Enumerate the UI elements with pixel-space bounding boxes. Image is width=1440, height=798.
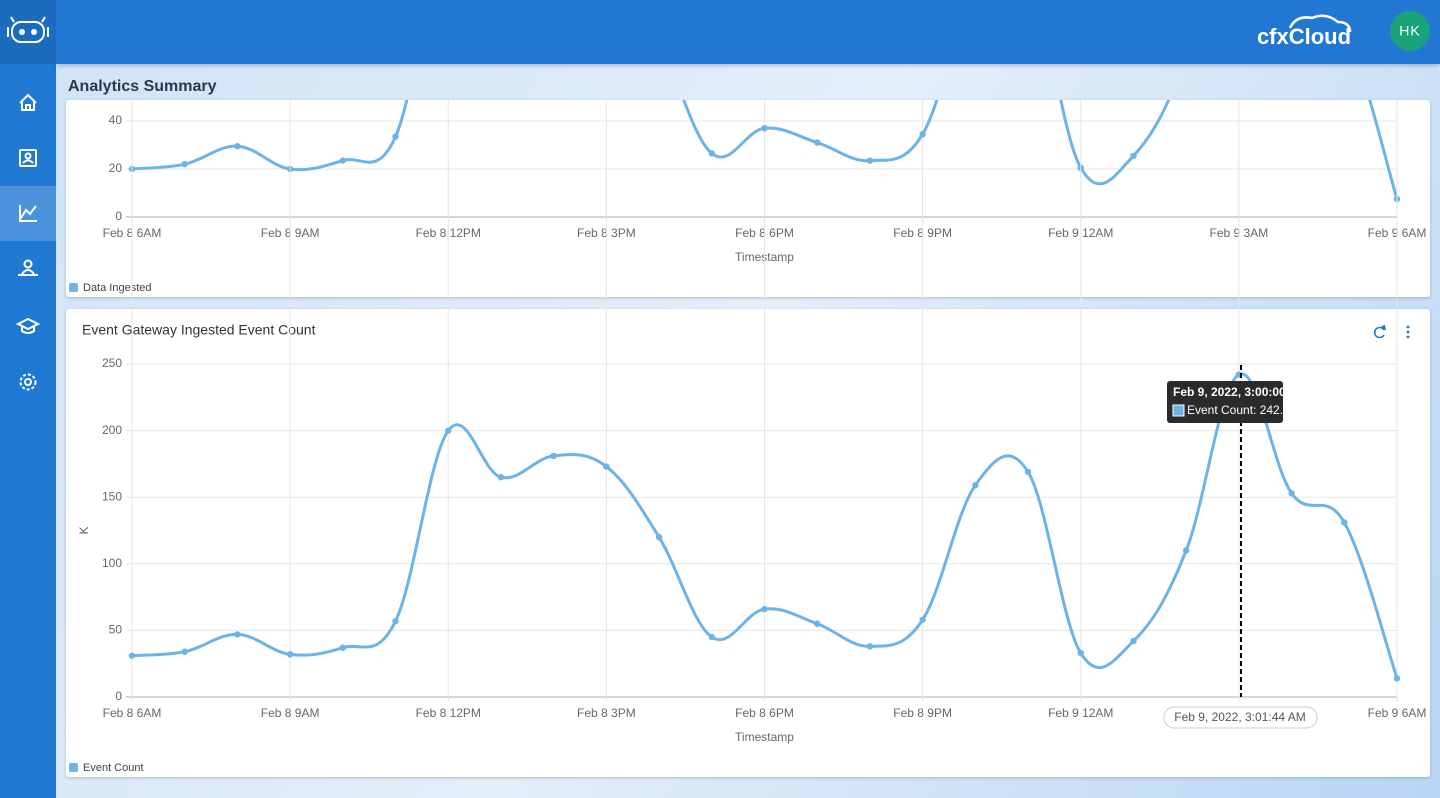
logo[interactable] — [7, 16, 49, 43]
chart-panel — [66, 100, 1430, 297]
point — [286, 651, 294, 658]
line — [131, 372, 1399, 679]
top-bar — [56, 0, 1440, 64]
point — [655, 533, 663, 541]
point — [761, 605, 768, 613]
point — [603, 463, 610, 470]
cursor-label-box — [1163, 706, 1318, 729]
point — [128, 652, 136, 659]
point — [1183, 53, 1189, 59]
active-nav — [0, 186, 56, 241]
point — [392, 617, 399, 625]
x-axis-label: Timestamp — [735, 730, 794, 744]
page-title: Analytics Summary — [68, 78, 217, 95]
point — [814, 139, 821, 146]
avatar-initials: HK — [1399, 23, 1420, 39]
point — [445, 427, 452, 434]
menu-button[interactable] — [1406, 325, 1410, 339]
point — [708, 633, 715, 641]
y-tick-label: 250 — [102, 356, 122, 370]
y-tick-label: 40 — [109, 113, 123, 127]
legend-label: Event Count — [83, 762, 144, 774]
nav-learn[interactable] — [15, 317, 41, 334]
point — [181, 161, 188, 168]
point — [1024, 468, 1032, 476]
legend-swatch — [69, 763, 78, 772]
refresh-button[interactable] — [1373, 324, 1387, 339]
y-tick-label: 0 — [115, 689, 122, 703]
plot — [126, 39, 1401, 222]
nav-settings[interactable] — [19, 373, 37, 391]
x-tick-label: Feb 8 9PM — [893, 706, 952, 720]
point — [1341, 519, 1348, 526]
point — [1130, 152, 1137, 159]
point — [181, 648, 188, 655]
y-tick-label: 20 — [109, 161, 123, 175]
point — [919, 616, 926, 623]
point — [708, 150, 715, 157]
plot — [126, 164, 1401, 702]
logo-area — [0, 0, 56, 64]
point — [919, 131, 926, 138]
x-tick-label: Feb 8 12PM — [416, 706, 481, 720]
point — [1077, 649, 1084, 657]
point — [1393, 675, 1401, 682]
point — [761, 125, 768, 132]
nav-profile[interactable] — [19, 149, 37, 167]
y-tick-label: 100 — [102, 556, 122, 570]
x-tick-label: Feb 9 6AM — [1368, 706, 1427, 720]
point — [339, 157, 347, 164]
point — [814, 620, 821, 627]
legend-swatch — [69, 283, 78, 292]
tooltip-swatch — [1172, 404, 1185, 417]
nav-home[interactable] — [19, 93, 37, 111]
chart-title: Event Gateway Ingested Event Count — [82, 322, 316, 338]
point — [497, 474, 505, 481]
y-tick-label: 0 — [115, 209, 122, 223]
brand: cfxCloud — [1257, 24, 1351, 49]
point — [656, 39, 662, 45]
legend-label: Data Ingested — [83, 282, 152, 294]
cursor-label: Feb 9, 2022, 3:01:44 AM — [1174, 710, 1305, 724]
x-tick-label: Feb 8 9AM — [261, 706, 320, 720]
point — [550, 452, 557, 460]
x-tick-label: Feb 8 6PM — [735, 706, 794, 720]
point — [866, 157, 874, 164]
x-tick-label: Feb 9 12AM — [1048, 706, 1113, 720]
avatar[interactable] — [1390, 11, 1430, 51]
y-axis-label: K — [77, 526, 91, 534]
point — [972, 482, 979, 489]
x-tick-label: Feb 8 6AM — [103, 706, 162, 720]
brand-cloud — [1288, 14, 1352, 33]
x-tick-label: Feb 8 3PM — [577, 706, 636, 720]
y-tick-label: 50 — [109, 623, 123, 637]
point — [234, 631, 241, 638]
y-tick-label: 200 — [102, 423, 122, 437]
point — [392, 133, 399, 140]
nav-analytics[interactable] — [19, 205, 37, 222]
tooltip-label: Event Count: 242.1 — [1187, 403, 1290, 417]
tooltip — [1167, 381, 1283, 423]
sidebar — [0, 0, 56, 798]
point — [339, 644, 347, 651]
y-tick-label: 150 — [102, 489, 122, 503]
tooltip-title: Feb 9, 2022, 3:00:00 am — [1173, 385, 1306, 399]
point — [1288, 490, 1295, 497]
point — [1130, 637, 1137, 645]
point — [234, 143, 241, 150]
point — [1182, 547, 1190, 554]
point — [866, 643, 874, 650]
nav-user[interactable] — [18, 259, 38, 276]
